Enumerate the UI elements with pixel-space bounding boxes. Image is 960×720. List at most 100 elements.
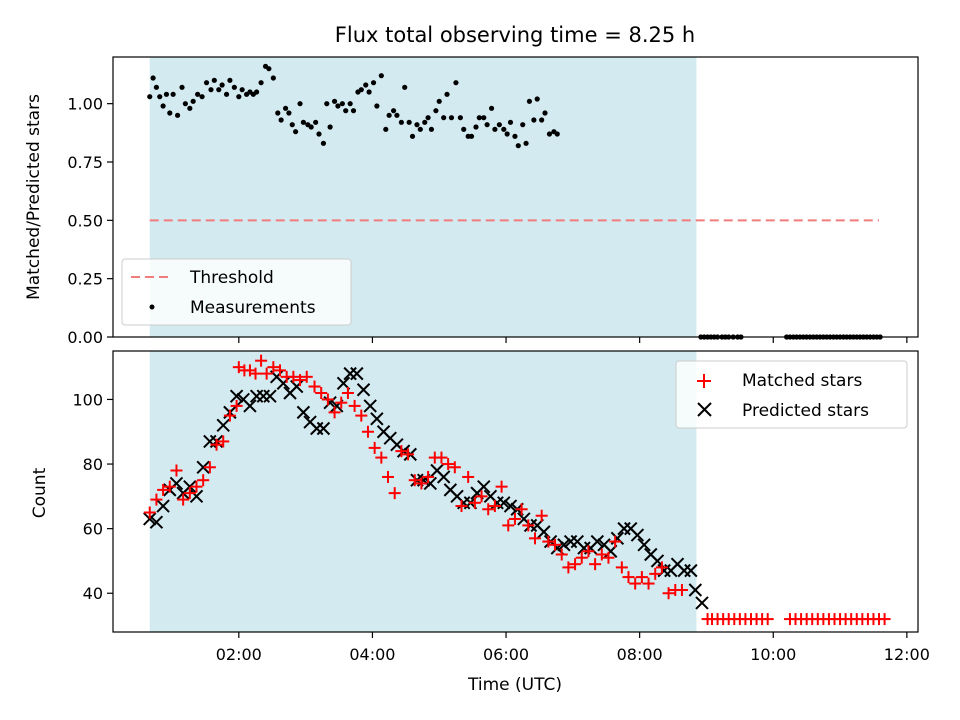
measurement-point <box>293 129 299 135</box>
bottom-y-tick-label: 60 <box>83 520 103 539</box>
measurement-point <box>539 117 545 123</box>
x-axis-label: Time (UTC) <box>467 675 562 695</box>
bottom-plot-frame <box>112 350 919 633</box>
matched-legend-label: Matched stars <box>742 371 862 391</box>
measurement-point <box>492 126 498 132</box>
matched-star-marker <box>549 538 562 551</box>
matched-star-marker <box>408 474 421 487</box>
matched-star-marker <box>655 561 668 574</box>
predicted-star-marker <box>156 499 170 513</box>
measurement-point <box>289 122 295 128</box>
measurement-point <box>343 108 349 114</box>
matched-star-marker <box>635 571 648 584</box>
matched-star-marker <box>163 480 176 493</box>
measurement-point <box>170 91 176 97</box>
measurement-point <box>223 91 230 97</box>
matched-star-marker <box>143 506 156 519</box>
measurement-point <box>481 115 487 121</box>
measurement-point <box>422 119 428 125</box>
measurement-point <box>504 131 510 137</box>
measurement-point <box>153 84 160 90</box>
bottom-x-tick-label: 02:00 <box>216 645 262 664</box>
matched-star-marker <box>495 480 508 493</box>
matched-star-marker <box>462 470 475 483</box>
measurement-point <box>512 133 518 139</box>
chart-title: Flux total observing time = 8.25 h <box>335 23 695 47</box>
predicted-star-marker <box>590 534 605 549</box>
matched-star-marker <box>375 451 388 464</box>
predicted-legend-swatch <box>697 402 712 417</box>
measurement-point <box>339 101 345 107</box>
matched-star-marker <box>177 493 190 506</box>
matched-star-marker <box>157 483 170 496</box>
measurement-point <box>507 119 514 125</box>
top-plot-frame <box>112 56 919 338</box>
measurement-point <box>195 91 201 97</box>
matched-star-marker <box>341 386 354 399</box>
top-y-tick-label: 0.25 <box>67 270 103 289</box>
measurement-point <box>398 119 404 125</box>
bottom-legend: Matched stars Predicted stars <box>675 360 908 429</box>
measurement-point <box>190 98 196 104</box>
bottom-y-tick-label: 40 <box>83 584 103 603</box>
matched-star-marker <box>528 532 541 545</box>
measurement-point <box>167 110 173 116</box>
predicted-star-marker <box>143 512 157 526</box>
matched-star-marker <box>315 386 328 399</box>
measurement-point <box>282 105 289 111</box>
matched-star-marker <box>355 409 368 422</box>
top-axis-ticks: 0.00 0.25 0.50 0.75 1.00 <box>67 95 908 347</box>
top-y-tick-label: 0.50 <box>67 211 103 230</box>
predicted-star-marker <box>296 405 311 420</box>
measurement-point <box>358 87 364 93</box>
top-y-tick-label: 0.75 <box>67 153 103 172</box>
measurement-point <box>542 110 548 116</box>
matched-star-marker <box>448 461 461 474</box>
matched-star-marker <box>761 613 774 626</box>
matched-star-marker <box>197 474 210 487</box>
measurements-legend-swatch <box>149 304 155 310</box>
measurement-point <box>320 140 327 146</box>
measurement-point <box>441 115 447 121</box>
measurement-point <box>461 126 467 132</box>
bottom-shaded-region <box>149 351 697 632</box>
measurement-point <box>363 82 369 88</box>
matched-star-marker <box>368 441 381 454</box>
predicted-star-marker <box>363 399 377 413</box>
matched-star-marker <box>267 361 280 374</box>
bottom-x-tick-label: 12:00 <box>884 645 930 664</box>
predicted-star-marker <box>263 389 277 403</box>
matched-star-marker <box>482 503 495 516</box>
matched-star-marker <box>260 367 273 380</box>
measurement-point <box>227 77 233 83</box>
measurement-point <box>406 119 412 125</box>
measurement-point <box>390 108 397 114</box>
matched-star-marker <box>535 509 548 522</box>
matched-star-marker <box>468 496 481 509</box>
matched-star-marker <box>649 567 662 580</box>
matched-star-marker <box>150 493 163 506</box>
predicted-star-marker <box>436 470 451 484</box>
matched-star-marker <box>662 587 675 600</box>
matched-star-marker <box>321 393 334 406</box>
measurement-point <box>347 101 353 107</box>
matched-star-marker <box>622 571 635 584</box>
matched-star-marker <box>615 561 628 574</box>
measurement-point <box>216 87 222 93</box>
predicted-star-marker <box>350 366 364 381</box>
bottom-x-tick-label: 08:00 <box>617 645 663 664</box>
measurement-point <box>231 84 237 90</box>
measurement-point <box>501 126 507 132</box>
measurement-point <box>187 105 193 111</box>
predicted-star-marker <box>149 515 164 529</box>
matched-star-marker <box>488 500 501 513</box>
measurement-point <box>436 98 442 104</box>
measurement-point <box>147 94 153 100</box>
matched-star-marker <box>629 577 642 590</box>
matched-star-marker <box>335 396 348 409</box>
matched-star-marker <box>382 470 395 483</box>
bottom-x-tick-label: 04:00 <box>349 645 395 664</box>
measurement-point <box>378 73 384 79</box>
